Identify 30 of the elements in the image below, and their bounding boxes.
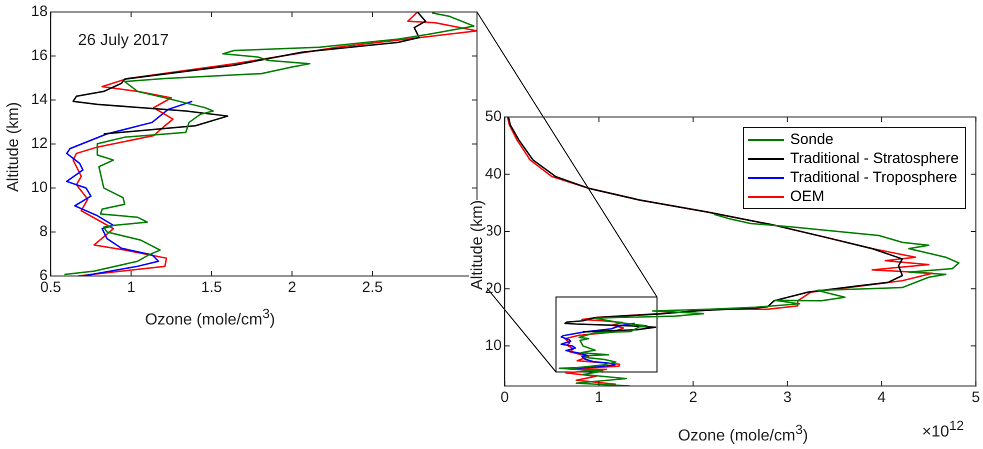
y-tick-label: 50 [484,108,502,126]
x-axis-title: Ozone (mole/cm$^{3}$) [678,422,808,446]
y-axis-title: Altitude (km) [5,102,23,192]
y-tick-label: 40 [484,165,502,182]
y-tick-label: 14 [30,91,48,108]
x-tick-label: 1 [594,389,604,406]
x-tick-label: 0 [500,389,509,406]
y-tick-label: 16 [30,47,48,64]
y-tick-label: 10 [30,179,48,196]
y-tick-label: 18 [30,3,48,20]
legend-label: OEM [790,188,824,205]
legend-label: Traditional - Troposphere [790,169,958,186]
annotation: 26 July 2017 [78,32,169,50]
x-tick-label: 1.5 [201,279,222,296]
text: ×10$^{12}$ [922,418,964,442]
y-tick-label: 10 [484,337,502,354]
x-axis-title: Ozone (mole/cm$^{3}$) [144,306,276,330]
x-tick-label: 3 [783,389,792,406]
legend-label: Traditional - Stratosphere [790,150,959,167]
y-tick-label: 8 [39,223,48,240]
x-tick-label: 5 [972,389,980,406]
x-tick-label: 1 [126,279,136,296]
x-tick-label: 2 [688,389,698,406]
x-tick-label: 2.5 [362,279,383,296]
legend-label: Sonde [790,131,834,148]
y-tick-label: 20 [484,280,502,297]
y-tick-label: 12 [30,135,48,152]
x-tick-label: 4 [877,389,886,406]
x-tick-label: 2 [288,279,296,296]
y-axis-title: Altitude (km) [469,200,487,290]
